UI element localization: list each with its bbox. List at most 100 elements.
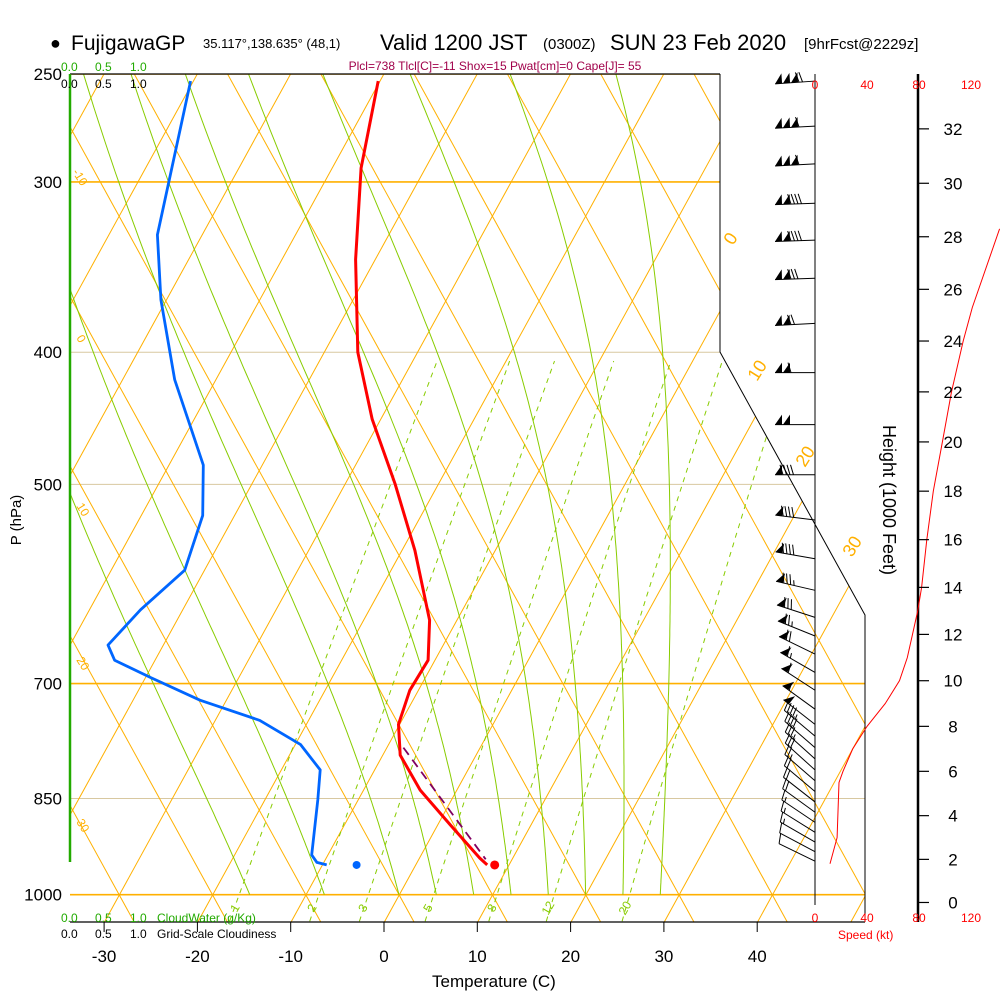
wind-barb [775, 542, 816, 560]
moist-adiabat-line [83, 74, 400, 895]
barb-half [784, 796, 787, 803]
barb-full [794, 230, 799, 241]
barb-full [786, 702, 792, 713]
cloud-scale-top: 0.0 0.5 1.0 0.0 0.5 1.0 [61, 60, 147, 91]
barb-staff [784, 731, 816, 760]
barb-full [788, 614, 791, 626]
wind-barb [781, 789, 816, 823]
cloud-water-tick: 0.5 [95, 911, 112, 925]
temperature-tick-label: 30 [654, 947, 673, 966]
wind-barb [781, 662, 816, 691]
barb-full [787, 194, 792, 205]
cloud-water-tick: 0.5 [95, 60, 112, 74]
wind-barb [775, 314, 816, 327]
pressure-tick-label: 850 [34, 789, 62, 808]
barb-full [779, 811, 784, 823]
barb-staff [778, 636, 816, 655]
mixing-ratio-line [488, 360, 672, 922]
moist-adiabat-line [509, 74, 625, 895]
barb-flag [775, 414, 782, 425]
barb-full [794, 193, 799, 205]
barb-flag [775, 543, 785, 554]
dry-adiabat-line [974, 74, 1000, 922]
barb-flag [783, 72, 791, 84]
barb-staff [781, 799, 816, 823]
dry-adiabat-line [70, 74, 228, 922]
mixing-ratio-line [545, 360, 723, 922]
stability-indices: Plcl=738 Tlcl[C]=-11 Shox=15 Pwat[cm]=0 … [349, 59, 642, 73]
pressure-tick-label: 250 [34, 65, 62, 84]
height-tick-label: 6 [948, 762, 957, 781]
wind-barb [775, 362, 815, 374]
wind-barb [779, 811, 816, 843]
speed-tick-label: 120 [961, 78, 981, 92]
isotherm-label: 10 [743, 357, 771, 385]
moist-adiabat-line [70, 74, 251, 895]
barb-full [787, 735, 793, 746]
barb-flag [780, 647, 792, 656]
barb-full [786, 573, 788, 584]
barb-full [787, 269, 792, 280]
wind-barb [775, 572, 816, 591]
wind-barb [780, 646, 816, 673]
barb-full [787, 362, 792, 373]
barb-staff [775, 80, 816, 85]
cloudiness-tick: 0.5 [95, 927, 112, 941]
barb-flag [783, 414, 790, 425]
height-tick-label: 0 [948, 893, 957, 912]
wind-barb [778, 833, 816, 862]
surface-dewpoint-point [352, 860, 361, 869]
barb-flag [775, 194, 783, 205]
barb-full [783, 464, 787, 475]
barb-half [792, 734, 796, 740]
station-coords: 35.117°,138.635° (48,1) [203, 36, 340, 51]
barb-full [798, 71, 803, 83]
isotherm-line [290, 74, 758, 922]
barb-full [784, 722, 791, 733]
utc-time: (0300Z) [543, 36, 596, 53]
wind-barb [783, 696, 816, 725]
pressure-tick-label: 500 [34, 475, 62, 494]
pressure-tick-label: 300 [34, 173, 62, 192]
barb-full [783, 700, 789, 711]
barb-full [794, 268, 799, 279]
barb-full [785, 629, 789, 641]
barb-flag [775, 269, 783, 280]
speed-tick-label: 40 [860, 78, 874, 92]
dry-adiabat-line [70, 74, 508, 922]
mixing-ratio-line [309, 360, 511, 922]
isotherm-label: 30 [838, 533, 866, 561]
barb-full [786, 646, 791, 657]
barb-staff [784, 754, 816, 782]
wind-barb [775, 154, 816, 167]
barb-full [787, 662, 792, 673]
barb-full [791, 707, 797, 718]
pressure-axis-title: P (hPa) [8, 495, 25, 546]
barb-full [797, 230, 802, 241]
speed-axis-title: Speed (kt) [838, 928, 893, 942]
barb-flag [775, 117, 783, 129]
wind-barb [775, 464, 815, 476]
barb-full [786, 758, 792, 769]
temperature-tick-label: -30 [92, 947, 117, 966]
barb-staff [784, 765, 816, 792]
speed-tick-label: 40 [860, 911, 874, 925]
wind-barb [775, 505, 816, 521]
barb-flag [775, 315, 783, 326]
mixing-ratio-label: 5 [420, 901, 436, 914]
barb-full [784, 733, 791, 744]
wind-barb [775, 268, 816, 281]
barb-full [785, 769, 791, 780]
height-tick-label: 24 [944, 332, 963, 351]
height-tick-label: 32 [944, 120, 963, 139]
barb-flag [776, 573, 786, 583]
chart-header: ● FujigawaGP 35.117°,138.635° (48,1) Val… [50, 30, 918, 73]
barb-full [784, 711, 790, 722]
cloudiness-tick: 0.0 [61, 77, 78, 91]
cloudiness-tick: 1.0 [130, 77, 147, 91]
speed-tick-label: 0 [812, 78, 819, 92]
dry-adiabat-label: 20 [73, 654, 92, 673]
cloudiness-tick: 0.5 [95, 77, 112, 91]
